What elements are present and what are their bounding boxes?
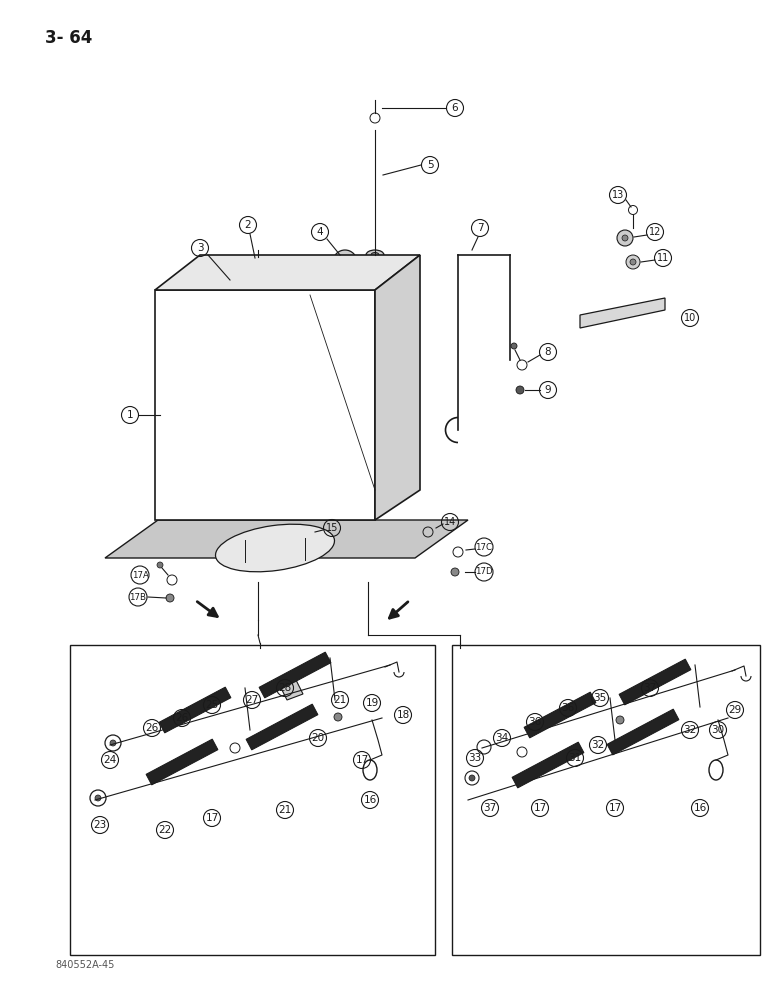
- Polygon shape: [155, 290, 375, 520]
- Text: 31: 31: [569, 753, 582, 763]
- Text: 37: 37: [644, 683, 657, 693]
- Text: 33: 33: [468, 753, 481, 763]
- Text: 29: 29: [729, 705, 742, 715]
- Text: 20: 20: [311, 733, 324, 743]
- Polygon shape: [619, 659, 691, 705]
- Circle shape: [253, 263, 263, 273]
- Circle shape: [622, 235, 628, 241]
- Text: 36: 36: [562, 703, 575, 713]
- Text: 28: 28: [278, 683, 292, 693]
- Text: 10: 10: [684, 313, 696, 323]
- Bar: [70, 645, 435, 955]
- Text: 17B: 17B: [129, 592, 147, 601]
- Polygon shape: [580, 298, 665, 328]
- Text: 17: 17: [205, 813, 218, 823]
- Text: 12: 12: [649, 227, 661, 237]
- Text: 25: 25: [205, 700, 218, 710]
- Circle shape: [166, 594, 174, 602]
- Text: 13: 13: [612, 190, 624, 200]
- Circle shape: [516, 386, 524, 394]
- Polygon shape: [524, 692, 596, 738]
- Text: 6: 6: [452, 103, 459, 113]
- Ellipse shape: [215, 524, 335, 572]
- Ellipse shape: [366, 250, 384, 260]
- Text: 22: 22: [158, 825, 172, 835]
- Circle shape: [616, 716, 624, 724]
- Text: 11: 11: [657, 253, 669, 263]
- Text: 17D: 17D: [475, 568, 493, 576]
- Polygon shape: [105, 520, 468, 558]
- Circle shape: [342, 267, 348, 273]
- Circle shape: [247, 257, 269, 279]
- Circle shape: [469, 775, 475, 781]
- Circle shape: [95, 795, 101, 801]
- Polygon shape: [512, 742, 584, 788]
- Text: 17C: 17C: [476, 542, 492, 552]
- Text: 34: 34: [495, 733, 509, 743]
- Text: 2: 2: [245, 220, 251, 230]
- Text: 3: 3: [197, 243, 204, 253]
- Text: 21: 21: [333, 695, 346, 705]
- Circle shape: [340, 257, 350, 267]
- Circle shape: [630, 259, 636, 265]
- Text: 30: 30: [711, 725, 725, 735]
- Text: 3- 64: 3- 64: [45, 29, 92, 47]
- Text: 17A: 17A: [132, 570, 148, 580]
- Text: 19: 19: [365, 698, 378, 708]
- Polygon shape: [159, 687, 231, 733]
- Ellipse shape: [371, 252, 379, 257]
- Text: 37: 37: [484, 803, 497, 813]
- Text: 840552A-45: 840552A-45: [55, 960, 115, 970]
- Circle shape: [229, 279, 236, 286]
- Circle shape: [334, 713, 342, 721]
- Circle shape: [511, 343, 517, 349]
- Text: 23: 23: [94, 820, 107, 830]
- Text: 7: 7: [477, 223, 484, 233]
- Text: 14: 14: [444, 517, 456, 527]
- Text: 9: 9: [544, 385, 551, 395]
- Text: 17: 17: [608, 803, 622, 813]
- Polygon shape: [155, 255, 420, 290]
- Circle shape: [617, 230, 633, 246]
- Text: 5: 5: [427, 160, 434, 170]
- Text: 15: 15: [326, 523, 339, 533]
- Text: 26: 26: [176, 713, 189, 723]
- Polygon shape: [146, 739, 218, 785]
- Polygon shape: [280, 680, 303, 700]
- Text: 24: 24: [104, 755, 117, 765]
- Text: 4: 4: [317, 227, 324, 237]
- Text: 18: 18: [396, 710, 410, 720]
- Circle shape: [110, 740, 116, 746]
- Circle shape: [451, 568, 459, 576]
- Text: 35: 35: [594, 693, 607, 703]
- Text: 16: 16: [693, 803, 707, 813]
- Polygon shape: [607, 709, 679, 755]
- Text: 17: 17: [534, 803, 547, 813]
- Text: 32: 32: [683, 725, 697, 735]
- Polygon shape: [375, 255, 420, 520]
- Text: 27: 27: [246, 695, 259, 705]
- Circle shape: [626, 255, 640, 269]
- Text: 17: 17: [356, 755, 369, 765]
- Circle shape: [252, 272, 258, 278]
- Text: 36: 36: [528, 717, 541, 727]
- Text: 21: 21: [278, 805, 292, 815]
- Text: 8: 8: [544, 347, 551, 357]
- Circle shape: [333, 250, 357, 274]
- Circle shape: [157, 562, 163, 568]
- Text: 26: 26: [145, 723, 158, 733]
- Bar: [452, 645, 760, 955]
- Text: 1: 1: [126, 410, 133, 420]
- Text: 16: 16: [363, 795, 377, 805]
- Polygon shape: [259, 652, 331, 698]
- Polygon shape: [246, 704, 318, 750]
- Text: 32: 32: [591, 740, 604, 750]
